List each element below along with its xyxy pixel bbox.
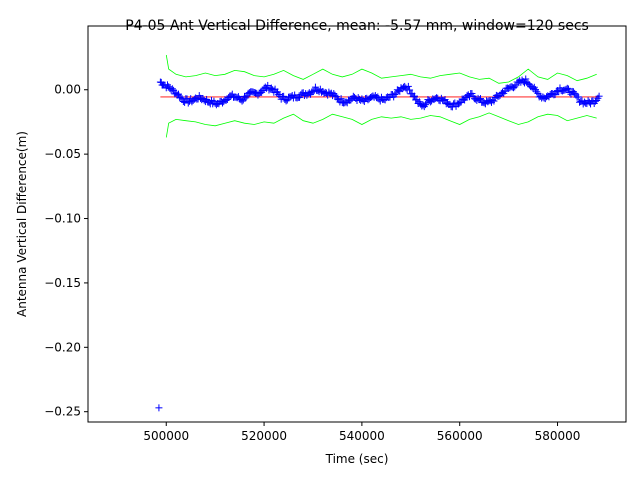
bounds-layer [165,54,597,138]
data-point [168,85,176,93]
x-tick-label: 540000 [339,429,385,443]
y-axis: 0.00 −0.05 −0.10 −0.15 −0.20 −0.25 [44,83,88,419]
x-axis-label: Time (sec) [325,452,389,466]
data-point [181,98,189,106]
lower-bound-line [165,112,597,138]
data-point [563,84,571,92]
y-tick-label: −0.10 [44,212,81,226]
outlier-point [155,404,163,412]
data-point [406,86,414,94]
data-point [258,88,266,96]
data-point [441,96,449,104]
plot-frame [87,25,627,423]
x-axis: 500000 520000 540000 560000 580000 [143,422,580,443]
data-point [533,88,541,96]
data-point [282,97,290,105]
data-point [267,84,275,92]
y-tick-label: −0.15 [44,276,81,290]
data-point [571,89,579,97]
data-point [522,75,530,83]
data-point [331,91,339,99]
data-point [595,92,603,100]
upper-bound-line [165,54,597,84]
data-point [574,93,582,101]
y-tick-label: −0.05 [44,147,81,161]
data-point [448,103,456,111]
data-point [184,99,192,107]
x-tick-label: 580000 [535,429,581,443]
data-point [404,82,412,90]
data-point [309,88,317,96]
data-point [337,95,345,103]
data-point [347,96,355,104]
data-point [511,83,519,91]
x-tick-label: 500000 [143,429,189,443]
data-point [476,95,484,103]
data-point [490,97,498,105]
y-tick-label: −0.20 [44,340,81,354]
data-point [421,101,429,109]
data-point [391,91,399,99]
y-tick-label: 0.00 [54,83,81,97]
x-tick-label: 560000 [437,429,483,443]
points-layer [155,75,603,412]
data-point [565,85,573,93]
x-tick-label: 520000 [241,429,287,443]
data-point [551,91,559,99]
y-tick-label: −0.25 [44,405,81,419]
data-point [275,91,283,99]
data-point [177,93,185,101]
data-point [280,92,288,100]
data-point [238,97,246,105]
y-axis-label: Antenna Vertical Difference(m) [15,131,29,317]
